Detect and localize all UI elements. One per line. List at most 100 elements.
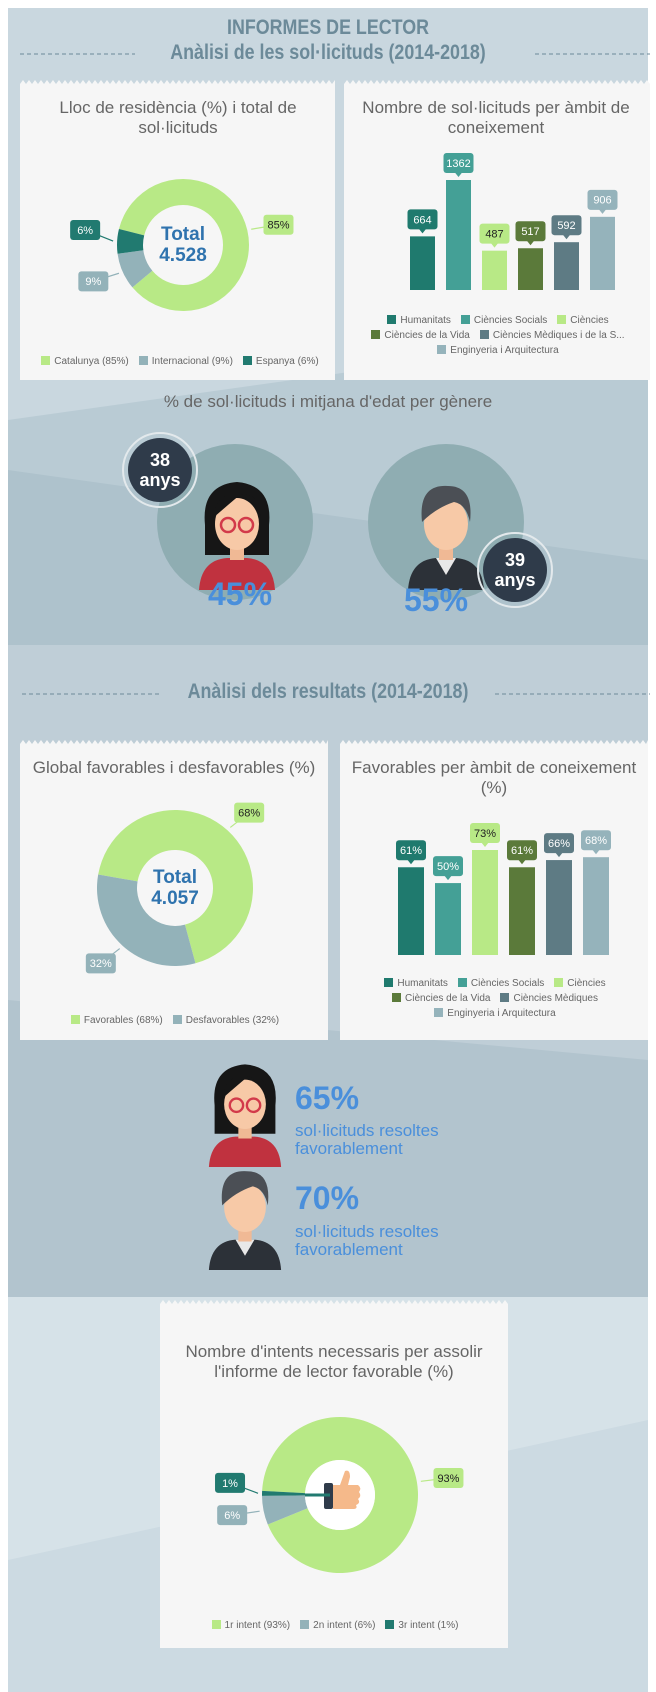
legend-item: Favorables (68%) [71, 1015, 163, 1026]
value-label: 50% [437, 861, 459, 873]
legend-swatch [437, 345, 446, 354]
text-line: sol·licituds resoltes [295, 1122, 439, 1140]
legend-label: Ciències Mèdiques [513, 993, 598, 1004]
legend-item: Internacional (9%) [139, 356, 233, 367]
bar [398, 867, 424, 955]
legend-swatch [139, 356, 148, 365]
bar [554, 242, 579, 290]
value-label: 1362 [446, 158, 470, 170]
legend-item: 1r intent (93%) [212, 1620, 291, 1631]
bar [518, 248, 543, 290]
value-label: 6% [77, 225, 93, 237]
legend-label: Ciències de la Vida [384, 330, 469, 341]
legend-swatch [300, 1620, 309, 1629]
male-figure [209, 1171, 281, 1270]
legend-swatch [41, 356, 50, 365]
result-share: 65% [295, 1080, 359, 1117]
bar [410, 236, 435, 290]
legend-swatch [385, 1620, 394, 1629]
bar [435, 883, 461, 955]
female-share: 45% [180, 576, 300, 613]
legend-label: Enginyeria i Arquitectura [447, 1008, 555, 1019]
value-label: 592 [557, 220, 575, 232]
legend-label: Ciències Socials [474, 315, 547, 326]
legend-label: Internacional (9%) [152, 356, 233, 367]
bar [472, 850, 498, 955]
legend-item: Espanya (6%) [243, 356, 319, 367]
chart-title: Nombre d'intents necessaris per assolir … [175, 1342, 493, 1382]
legend-item: Catalunya (85%) [41, 356, 128, 367]
chart-title: Global favorables i desfavorables (%) [20, 758, 328, 778]
legend-label: Catalunya (85%) [54, 356, 128, 367]
legend-label: Humanitats [400, 315, 451, 326]
value-label: 487 [485, 229, 503, 241]
center-label: Total [153, 867, 197, 888]
legend-label: Favorables (68%) [84, 1015, 163, 1026]
legend-item: 3r intent (1%) [385, 1620, 458, 1631]
charts: 85%9%6%Total4.528664136248751759290668%3… [0, 0, 656, 1692]
legend-swatch [243, 356, 252, 365]
legend-swatch [458, 978, 467, 987]
value-label: 66% [548, 838, 570, 850]
male-share: 55% [376, 582, 496, 619]
legend-item: Enginyeria i Arquitectura [434, 1008, 555, 1019]
legend-swatch [384, 978, 393, 987]
section-title: Anàlisi dels resultats (2014-2018) [49, 680, 607, 704]
legend-item: Ciències de la Vida [392, 993, 490, 1004]
age-unit: anys [139, 470, 180, 490]
text-line: favorablement [295, 1140, 439, 1158]
page-title: INFORMES DE LECTOR [49, 16, 607, 40]
legend-item: Ciències Mèdiques i de la S... [480, 330, 625, 341]
value-label: 68% [585, 835, 607, 847]
legend-item: Ciències [557, 315, 608, 326]
value-label: 32% [90, 958, 112, 970]
legend: Favorables (68%) Desfavorables (32%) [30, 1015, 320, 1026]
bar [583, 857, 609, 955]
value-label: 906 [593, 195, 611, 207]
value-label: 61% [400, 845, 422, 857]
legend-swatch [71, 1015, 80, 1024]
result-text: sol·licituds resoltesfavorablement [295, 1122, 439, 1158]
infographic: 85%9%6%Total4.528664136248751759290668%3… [0, 0, 656, 1692]
legend-item: Ciències Socials [458, 978, 544, 989]
value-label: 85% [267, 220, 289, 232]
legend-swatch [173, 1015, 182, 1024]
value-label: 664 [413, 214, 431, 226]
legend-swatch [500, 993, 509, 1002]
legend-label: Ciències Mèdiques i de la S... [493, 330, 625, 341]
legend-swatch [371, 330, 380, 339]
legend-label: Ciències de la Vida [405, 993, 490, 1004]
legend: Humanitats Ciències Socials Ciències Ciènci… [352, 315, 644, 356]
age-value: 39 [505, 550, 525, 570]
legend-label: Enginyeria i Arquitectura [450, 345, 558, 356]
page-subtitle: Anàlisi de les sol·licituds (2014-2018) [49, 41, 607, 65]
value-label: 517 [521, 226, 539, 238]
value-label: 6% [224, 1510, 240, 1522]
value-label: 9% [85, 276, 101, 288]
center-value: 4.528 [159, 245, 207, 266]
value-label: 73% [474, 828, 496, 840]
age-value: 38 [150, 450, 170, 470]
legend: Humanitats Ciències Socials Ciències Ciènci… [350, 978, 640, 1019]
text-line: favorablement [295, 1241, 439, 1259]
chart-title: Lloc de residència (%) i total de sol·li… [40, 98, 316, 138]
legend-label: Desfavorables (32%) [186, 1015, 279, 1026]
legend-label: 3r intent (1%) [398, 1620, 458, 1631]
legend-item: 2n intent (6%) [300, 1620, 375, 1631]
center-label: Total [161, 224, 205, 245]
legend-swatch [554, 978, 563, 987]
female-figure [209, 1064, 281, 1167]
value-label: 1% [222, 1478, 238, 1490]
legend-swatch [557, 315, 566, 324]
body [209, 1137, 281, 1167]
legend-item: Humanitats [384, 978, 448, 989]
legend-label: 1r intent (93%) [225, 1620, 291, 1631]
legend-item: Ciències Mèdiques [500, 993, 598, 1004]
legend-swatch [434, 1008, 443, 1017]
bar [546, 860, 572, 955]
legend-label: Ciències Socials [471, 978, 544, 989]
legend-item: Ciències [554, 978, 605, 989]
legend-item: Ciències de la Vida [371, 330, 469, 341]
value-label: 68% [238, 808, 260, 820]
result-share: 70% [295, 1180, 359, 1217]
